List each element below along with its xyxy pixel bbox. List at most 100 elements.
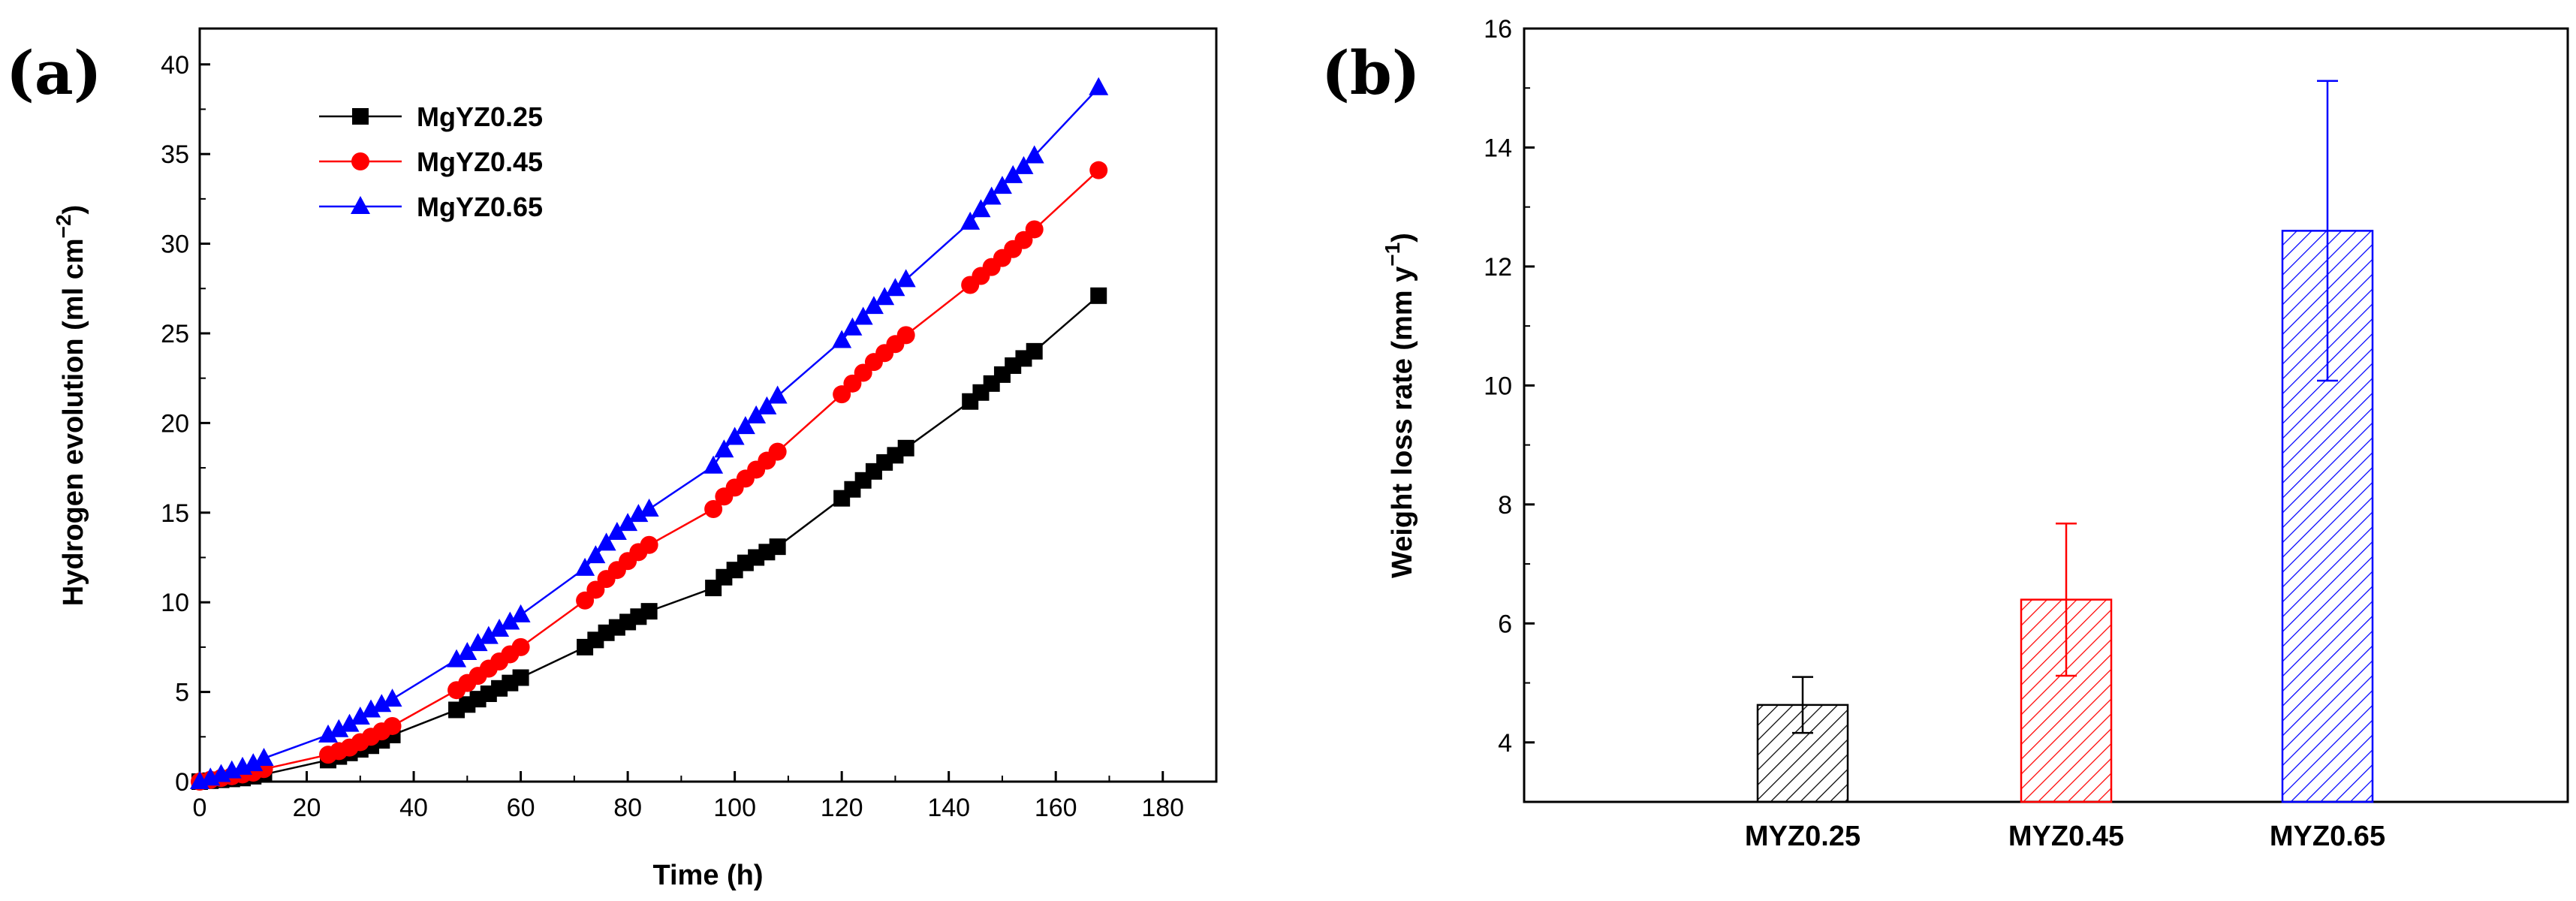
y-tick-label: 0	[175, 768, 189, 797]
data-point	[586, 545, 606, 564]
panel-a-legend: MgYZ0.25 MgYZ0.45 MgYZ0.65	[319, 101, 543, 222]
bar-group-MYZ0.45: MYZ0.45	[2008, 522, 2124, 852]
data-point	[640, 603, 658, 620]
x-tick-label: 140	[927, 794, 970, 822]
panel-b-y-axis-title-main: Weight loss rate (mm y	[1387, 267, 1418, 578]
data-point	[243, 753, 264, 772]
x-tick-label: 80	[613, 794, 642, 822]
data-point	[768, 442, 787, 461]
y-tick-label: 5	[175, 679, 189, 707]
data-point	[640, 535, 658, 554]
data-point	[971, 199, 991, 218]
panel-a-x-axis-title: Time (h)	[652, 860, 763, 891]
panel-a-x-ticks: 0 20 40 60 80 100 120 140 160 180	[193, 771, 1184, 822]
data-point	[361, 699, 381, 718]
x-tick-label: 160	[1035, 794, 1077, 822]
data-point	[1026, 342, 1043, 360]
y-tick-label: 4	[1498, 729, 1512, 758]
x-tick-label: 60	[507, 794, 535, 822]
y-tick-label: 35	[161, 140, 189, 169]
x-tick-label: 40	[399, 794, 428, 822]
data-point	[383, 716, 402, 735]
panel-b-y-axis-title-close: )	[1387, 233, 1418, 243]
data-point	[896, 269, 916, 288]
x-tick-label: 120	[821, 794, 863, 822]
category-label: MYZ0.45	[2008, 821, 2124, 852]
legend-label: MgYZ0.25	[417, 101, 543, 132]
y-tick-label: 12	[1484, 253, 1512, 282]
data-point	[746, 405, 767, 423]
data-point	[468, 633, 488, 652]
data-point	[769, 538, 786, 556]
panel-a-y-axis-title-main: Hydrogen evolution (ml cm	[58, 238, 89, 606]
series-line	[199, 86, 1100, 783]
data-point	[254, 747, 274, 766]
data-point	[512, 669, 529, 686]
data-point	[896, 326, 915, 345]
legend-marker	[351, 152, 369, 170]
data-point	[500, 611, 520, 630]
y-tick-label: 40	[161, 51, 189, 80]
panel-a-line-chart: (a) 0 20 40 60 80 100 120 140 160 180 0 5 10 15 20 25 3…	[6, 27, 1218, 891]
legend-item: MgYZ0.45	[319, 146, 543, 177]
panel-a-y-axis-title-exponent: −2	[52, 214, 75, 238]
data-point	[350, 707, 370, 725]
panel-b-y-axis-title-exponent: −1	[1381, 243, 1404, 267]
data-point	[490, 619, 510, 637]
data-point	[735, 416, 755, 435]
x-tick-label: 100	[713, 794, 756, 822]
data-point	[618, 513, 638, 532]
bar-group-MYZ0.25: MYZ0.25	[1745, 676, 1860, 852]
y-tick-label: 15	[161, 499, 189, 528]
y-tick-label: 10	[1484, 372, 1512, 400]
series-line	[199, 169, 1100, 783]
category-label: MYZ0.65	[2270, 821, 2385, 852]
panel-a-y-axis-title-close: )	[58, 205, 89, 215]
data-point	[457, 642, 478, 661]
data-point	[511, 637, 530, 656]
panel-a-plot-frame	[198, 27, 1218, 783]
data-point	[767, 385, 788, 404]
data-point	[339, 713, 360, 732]
data-point	[863, 296, 884, 315]
data-point	[1090, 287, 1107, 304]
category-label: MYZ0.25	[1745, 821, 1860, 852]
y-tick-label: 6	[1498, 610, 1512, 638]
data-point	[511, 604, 531, 622]
legend-marker	[352, 108, 369, 125]
y-tick-label: 8	[1498, 491, 1512, 520]
panel-b-bars: MYZ0.25 MYZ0.45 MYZ0.65	[1745, 80, 2385, 852]
data-point	[478, 625, 499, 644]
data-point	[607, 522, 627, 541]
legend-item: MgYZ0.25	[319, 101, 543, 132]
series-MgYZ0.45	[191, 161, 1108, 791]
panel-b-y-ticks: 4 6 8 10 12 14 16	[1484, 15, 1535, 758]
data-point	[714, 439, 734, 458]
data-point	[704, 500, 723, 519]
data-point	[960, 211, 981, 230]
data-point	[372, 694, 392, 713]
data-point	[853, 306, 873, 325]
panel-a-letter: (a)	[6, 38, 102, 108]
y-tick-label: 16	[1484, 15, 1512, 44]
data-point	[1025, 220, 1044, 239]
data-point	[447, 649, 467, 667]
data-point	[1014, 155, 1034, 174]
panel-b-letter: (b)	[1321, 38, 1421, 108]
data-point	[885, 278, 905, 297]
data-point	[875, 287, 895, 306]
data-point	[382, 689, 402, 707]
panel-a-series	[190, 77, 1109, 791]
data-point	[897, 439, 914, 457]
data-point	[329, 719, 349, 737]
data-point	[318, 724, 339, 743]
data-point	[842, 317, 863, 336]
data-point	[757, 396, 777, 414]
series-MgYZ0.65	[190, 77, 1109, 789]
panel-a-y-ticks: 0 5 10 15 20 25 30 35 40	[161, 51, 210, 797]
x-tick-label: 20	[293, 794, 321, 822]
data-point	[575, 557, 595, 576]
data-point	[704, 455, 724, 474]
legend-item: MgYZ0.65	[319, 191, 543, 222]
